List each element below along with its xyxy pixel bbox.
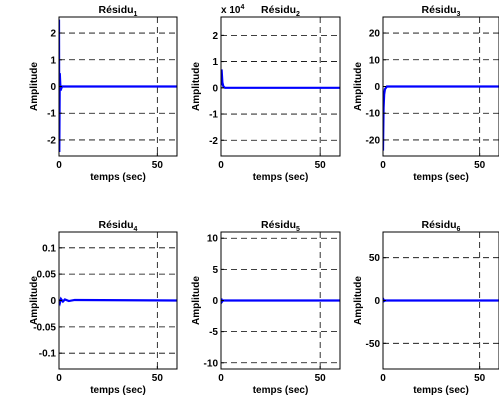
y-tick-label: -5: [209, 327, 218, 338]
y-tick-label: 0.05: [37, 270, 57, 281]
x-tick-label: 50: [474, 160, 486, 171]
x-tick-label: 0: [380, 373, 386, 384]
y-tick-label: -50: [366, 339, 381, 350]
chart-title: Résidu1: [99, 4, 138, 18]
y-tick-label: 0: [374, 82, 380, 93]
chart-title: Résidu5: [261, 219, 300, 233]
y-axis-label: Amplitude: [353, 62, 364, 111]
y-tick-label: -2: [209, 136, 218, 147]
y-tick-label: 0: [212, 83, 218, 94]
x-tick-label: 0: [56, 160, 62, 171]
y-tick-label: 0: [374, 296, 380, 307]
x-axis-label: temps (sec): [413, 172, 469, 183]
x-tick-label: 50: [152, 373, 164, 384]
y-exponent-label: x 104: [221, 4, 244, 16]
x-axis-label: temps (sec): [253, 385, 309, 396]
subplot-residu-2: -2 -1 0 1 2 0 50 Résidu2 temps (sec) Amplitude x 1…: [191, 4, 341, 183]
chart-title: Résidu4: [99, 219, 138, 233]
y-tick-label: 0: [212, 296, 218, 307]
x-axis-label: temps (sec): [90, 385, 146, 396]
plot-area: [221, 17, 340, 156]
x-tick-label: 0: [218, 160, 224, 171]
y-tick-label: 0.1: [42, 243, 56, 254]
subplot-residu-4: -0.1 -0.05 0 0.05 0.1 0 50 Résidu4 temps (sec) Am…: [29, 219, 178, 396]
x-tick-label: 50: [152, 160, 164, 171]
y-tick-label: -0.1: [39, 349, 57, 360]
y-tick-label: 10: [207, 234, 219, 245]
residual-series-line: [59, 296, 177, 307]
y-tick-label: 1: [50, 55, 56, 66]
x-axis-label: temps (sec): [90, 172, 146, 183]
y-tick-label: -1: [47, 109, 56, 120]
subplot-residu-3: -20 -10 0 10 20 0 50 Résidu3 temps (sec) Amplitud…: [353, 4, 499, 183]
y-tick-label: 2: [212, 31, 218, 42]
axes-box: [220, 16, 341, 157]
chart-title: Résidu3: [422, 4, 461, 18]
y-axis-label: Amplitude: [353, 276, 364, 325]
x-axis-label: temps (sec): [253, 172, 309, 183]
y-tick-label: 5: [212, 265, 218, 276]
y-axis-label: Amplitude: [191, 62, 202, 111]
y-tick-label: -10: [204, 358, 219, 369]
y-tick-label: -0.05: [33, 322, 56, 333]
x-tick-label: 0: [380, 160, 386, 171]
chart-title: Résidu6: [422, 219, 461, 233]
y-tick-label: 10: [369, 55, 381, 66]
y-tick-label: -10: [366, 109, 381, 120]
y-tick-label: 1: [212, 57, 218, 68]
y-tick-label: -20: [366, 135, 381, 146]
subplot-residu-6: -50 0 50 0 50 Résidu6 temps (sec) Amplitude: [353, 219, 499, 396]
x-tick-label: 50: [474, 373, 486, 384]
y-tick-label: 50: [369, 253, 381, 264]
x-axis-label: temps (sec): [413, 385, 469, 396]
y-tick-label: -2: [47, 135, 56, 146]
chart-title: Résidu2: [261, 4, 300, 18]
subplot-residu-5: -10 -5 0 5 10 0 50 Résidu5 temps (sec) Amplitude: [191, 219, 341, 396]
y-tick-label: -1: [209, 110, 218, 121]
x-tick-label: 50: [315, 160, 327, 171]
x-tick-label: 0: [56, 373, 62, 384]
x-tick-label: 0: [218, 373, 224, 384]
y-tick-label: 20: [369, 29, 381, 40]
y-axis-label: Amplitude: [191, 276, 202, 325]
y-tick-label: 2: [50, 29, 56, 40]
y-axis-label: Amplitude: [29, 276, 40, 325]
x-tick-label: 50: [315, 373, 327, 384]
y-tick-label: 0: [50, 296, 56, 307]
y-tick-label: 0: [50, 82, 56, 93]
subplot-residu-1: -2 -1 0 1 2 0 50 Résidu1 temps (sec) Amplitude: [29, 4, 178, 183]
y-axis-label: Amplitude: [29, 62, 40, 111]
